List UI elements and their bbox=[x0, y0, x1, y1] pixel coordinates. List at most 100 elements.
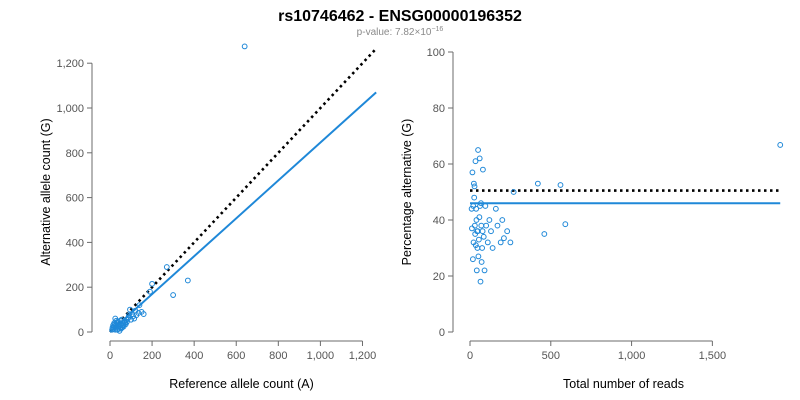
x-tick-label: 1,000 bbox=[307, 350, 335, 362]
data-point bbox=[122, 320, 129, 326]
p-value-label: p-value: 7.82×10−16 bbox=[357, 26, 444, 38]
data-point bbox=[541, 231, 548, 237]
data-point bbox=[479, 228, 486, 235]
data-point bbox=[478, 200, 484, 207]
y-tick-label: 60 bbox=[433, 159, 445, 171]
data-point bbox=[140, 311, 147, 317]
y-tick-label: 80 bbox=[433, 103, 445, 115]
x-tick-label: 600 bbox=[227, 350, 245, 362]
data-point bbox=[489, 245, 496, 251]
x-tick-label: 500 bbox=[542, 350, 560, 362]
data-point bbox=[534, 180, 541, 187]
data-point bbox=[486, 217, 493, 223]
data-point bbox=[112, 315, 119, 322]
data-point bbox=[504, 228, 511, 235]
data-point bbox=[135, 310, 142, 316]
data-point bbox=[510, 189, 517, 195]
p-value-text: p-value: 7.82×10 bbox=[357, 27, 432, 38]
data-point bbox=[163, 264, 170, 270]
data-point bbox=[184, 277, 191, 284]
y-tick-label: 0 bbox=[78, 327, 84, 339]
x-tick-label: 200 bbox=[143, 350, 161, 362]
data-point bbox=[476, 214, 483, 221]
data-point bbox=[471, 222, 478, 229]
data-point bbox=[488, 228, 494, 235]
y-tick-label: 20 bbox=[433, 271, 445, 283]
data-point bbox=[480, 166, 486, 173]
data-point bbox=[136, 302, 143, 309]
data-point bbox=[473, 267, 480, 274]
data-point bbox=[562, 221, 569, 228]
data-point bbox=[241, 43, 248, 50]
data-point bbox=[118, 316, 125, 323]
data-point bbox=[470, 203, 477, 209]
y-tick-label: 1,000 bbox=[56, 103, 84, 115]
data-point bbox=[499, 217, 506, 223]
data-point bbox=[472, 231, 479, 237]
data-point bbox=[475, 236, 482, 243]
data-point bbox=[557, 182, 564, 188]
data-point bbox=[470, 180, 477, 187]
allele-count-scatter: 0 200 400 600 800 1,000 1,200 0 200 400 600 800 1,00… bbox=[39, 43, 378, 391]
y-tick-label: 1,200 bbox=[56, 58, 84, 70]
fit-line bbox=[109, 91, 377, 333]
y-axis-label: Percentage alternative (G) bbox=[400, 119, 414, 266]
data-point bbox=[479, 245, 486, 251]
data-point bbox=[494, 222, 501, 229]
data-point bbox=[481, 267, 488, 274]
y-tick-label: 200 bbox=[66, 282, 84, 294]
data-point bbox=[126, 312, 132, 319]
x-tick-label: 800 bbox=[269, 350, 287, 362]
data-point bbox=[482, 203, 489, 209]
data-point bbox=[492, 205, 499, 212]
data-point bbox=[471, 183, 478, 190]
data-point bbox=[478, 259, 485, 265]
data-point bbox=[469, 225, 475, 232]
y-tick-label: 0 bbox=[439, 327, 445, 339]
data-point bbox=[476, 155, 483, 162]
data-point bbox=[507, 239, 514, 246]
data-point bbox=[470, 239, 477, 246]
y-tick-label: 800 bbox=[66, 148, 84, 160]
data-point bbox=[471, 194, 478, 201]
data-point bbox=[470, 256, 476, 263]
data-point bbox=[477, 278, 484, 285]
data-point bbox=[777, 142, 784, 148]
data-point bbox=[497, 239, 504, 246]
data-point bbox=[478, 222, 485, 229]
data-point bbox=[125, 314, 132, 321]
data-point bbox=[147, 288, 153, 295]
data-point bbox=[501, 235, 507, 242]
data-point bbox=[116, 327, 123, 334]
data-point bbox=[477, 203, 483, 209]
data-point bbox=[468, 205, 475, 212]
x-tick-label: 1,000 bbox=[618, 350, 646, 362]
data-point bbox=[473, 217, 480, 223]
data-point bbox=[475, 253, 482, 260]
data-point bbox=[484, 239, 491, 246]
percentage-alternative-scatter: 0 500 1,000 1,500 0 20 40 60 80 100 Total number o… bbox=[400, 47, 784, 391]
p-value-exponent: −16 bbox=[431, 26, 443, 33]
data-point bbox=[149, 280, 155, 287]
y-tick-label: 400 bbox=[66, 237, 84, 249]
data-point bbox=[170, 292, 177, 298]
data-point bbox=[483, 222, 490, 229]
x-tick-label: 0 bbox=[107, 350, 113, 362]
y-tick-label: 600 bbox=[66, 193, 84, 205]
data-point bbox=[480, 233, 487, 240]
reference-line bbox=[109, 47, 378, 333]
x-axis-label: Reference allele count (A) bbox=[169, 377, 314, 391]
x-tick-label: 400 bbox=[185, 350, 203, 362]
x-tick-label: 0 bbox=[467, 350, 473, 362]
data-point bbox=[469, 169, 476, 176]
figure-title: rs10746462 - ENSG00000196352 bbox=[278, 8, 522, 25]
y-tick-label: 40 bbox=[433, 215, 445, 227]
x-tick-label: 1,200 bbox=[349, 350, 377, 362]
data-point bbox=[127, 306, 133, 313]
x-axis-label: Total number of reads bbox=[563, 377, 684, 391]
data-point bbox=[474, 245, 481, 251]
y-axis-label: Alternative allele count (G) bbox=[39, 118, 53, 265]
data-point bbox=[472, 158, 479, 165]
data-point bbox=[475, 147, 481, 153]
